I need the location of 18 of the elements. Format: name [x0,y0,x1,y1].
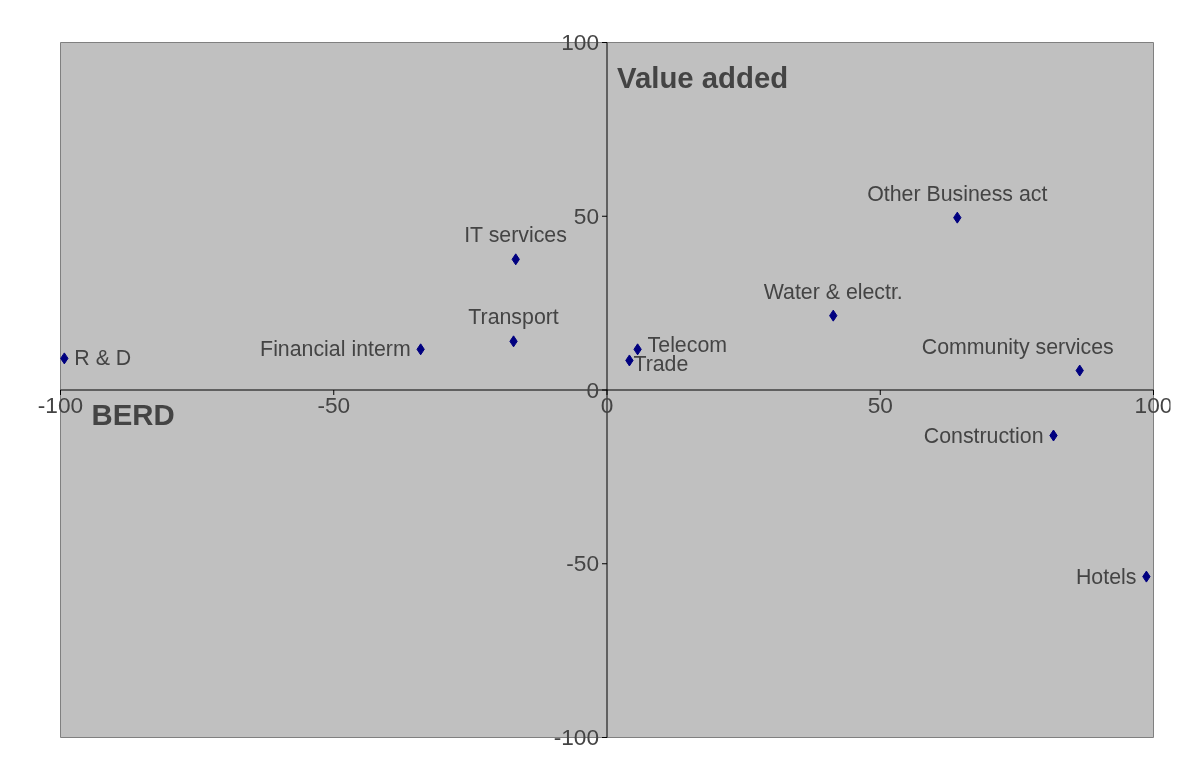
y-tick-label: 50 [573,202,599,229]
y-axis-title: Value added [617,60,789,94]
y-tick-label: 100 [561,29,600,55]
annotation: Other Business act [867,181,1048,206]
x-tick-label: -50 [317,392,351,418]
annotation: Hotels [1075,564,1137,589]
x-tick-label: 50 [867,392,893,418]
annotation: Trade [633,352,689,377]
y-tick-label: -50 [566,550,599,577]
annotation: Financial interm [260,337,411,362]
annotation: Construction [923,423,1044,448]
x-tick-label: -100 [37,392,84,418]
annotation: R & D [74,346,132,371]
annotation: IT services [464,223,567,248]
annotation: Transport [468,305,559,330]
annotation: Community services [921,334,1114,359]
x-axis-title: BERD [91,398,175,431]
annotation: Water & electr. [763,279,903,304]
